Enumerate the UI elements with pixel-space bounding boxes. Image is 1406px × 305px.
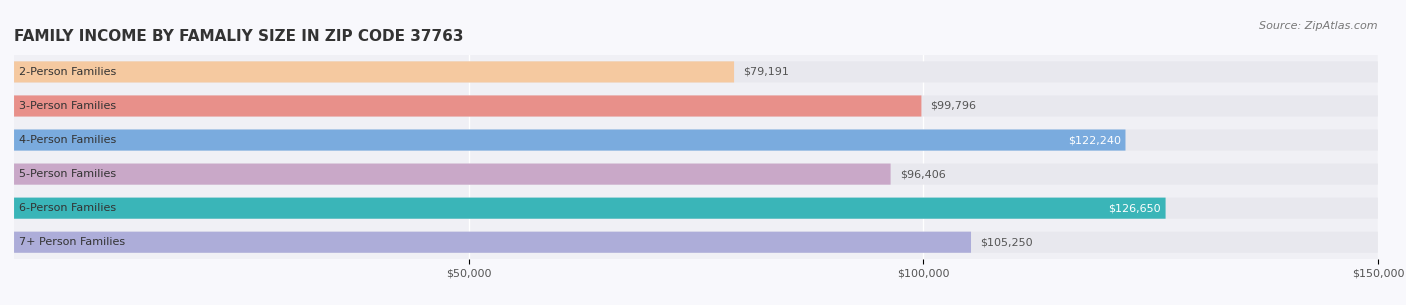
Text: 3-Person Families: 3-Person Families [18, 101, 115, 111]
FancyBboxPatch shape [14, 163, 1378, 185]
Text: $79,191: $79,191 [744, 67, 789, 77]
FancyBboxPatch shape [14, 198, 1378, 219]
Text: $105,250: $105,250 [980, 237, 1033, 247]
Text: 6-Person Families: 6-Person Families [18, 203, 115, 213]
Text: $99,796: $99,796 [931, 101, 977, 111]
Text: Source: ZipAtlas.com: Source: ZipAtlas.com [1260, 21, 1378, 31]
FancyBboxPatch shape [14, 198, 1166, 219]
FancyBboxPatch shape [14, 95, 1378, 117]
Text: 5-Person Families: 5-Person Families [18, 169, 115, 179]
FancyBboxPatch shape [14, 232, 972, 253]
Text: 7+ Person Families: 7+ Person Families [18, 237, 125, 247]
FancyBboxPatch shape [14, 61, 734, 82]
FancyBboxPatch shape [14, 163, 890, 185]
FancyBboxPatch shape [14, 61, 1378, 82]
Text: $122,240: $122,240 [1069, 135, 1121, 145]
Text: $126,650: $126,650 [1108, 203, 1161, 213]
Text: $96,406: $96,406 [900, 169, 945, 179]
Text: FAMILY INCOME BY FAMALIY SIZE IN ZIP CODE 37763: FAMILY INCOME BY FAMALIY SIZE IN ZIP COD… [14, 29, 464, 44]
Text: 2-Person Families: 2-Person Families [18, 67, 115, 77]
Text: 4-Person Families: 4-Person Families [18, 135, 115, 145]
FancyBboxPatch shape [14, 130, 1378, 151]
FancyBboxPatch shape [14, 95, 921, 117]
FancyBboxPatch shape [14, 130, 1125, 151]
FancyBboxPatch shape [14, 232, 1378, 253]
